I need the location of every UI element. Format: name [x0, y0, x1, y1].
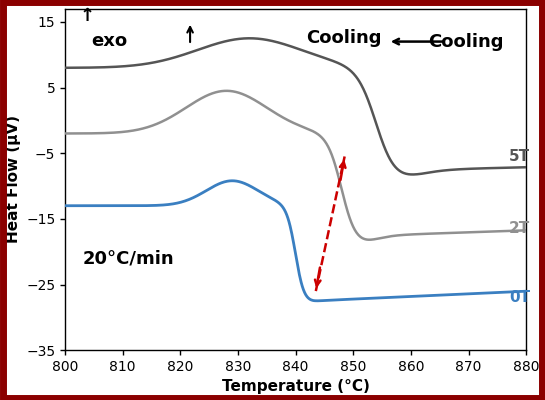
Text: 5T: 5T [509, 149, 530, 164]
Text: Cooling: Cooling [428, 32, 503, 50]
Text: 2T: 2T [509, 221, 530, 236]
Text: 20°C/min: 20°C/min [82, 249, 174, 267]
Text: Cooling: Cooling [307, 29, 382, 47]
Y-axis label: Heat Flow (μV): Heat Flow (μV) [5, 116, 21, 244]
Text: exo: exo [91, 32, 127, 50]
Text: ↑: ↑ [80, 7, 95, 25]
X-axis label: Temperature (°C): Temperature (°C) [222, 380, 370, 394]
Text: 0T: 0T [509, 290, 530, 305]
